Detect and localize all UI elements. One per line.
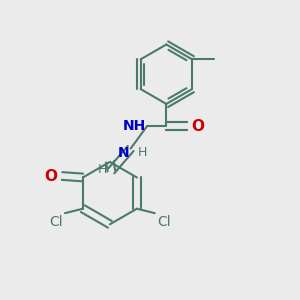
Text: O: O bbox=[45, 169, 58, 184]
Text: Cl: Cl bbox=[157, 214, 171, 229]
Text: O: O bbox=[192, 119, 205, 134]
Text: N: N bbox=[118, 146, 129, 160]
Text: Cl: Cl bbox=[49, 214, 63, 229]
Text: H: H bbox=[98, 163, 107, 176]
Text: H: H bbox=[138, 146, 148, 159]
Text: NH: NH bbox=[122, 118, 146, 133]
